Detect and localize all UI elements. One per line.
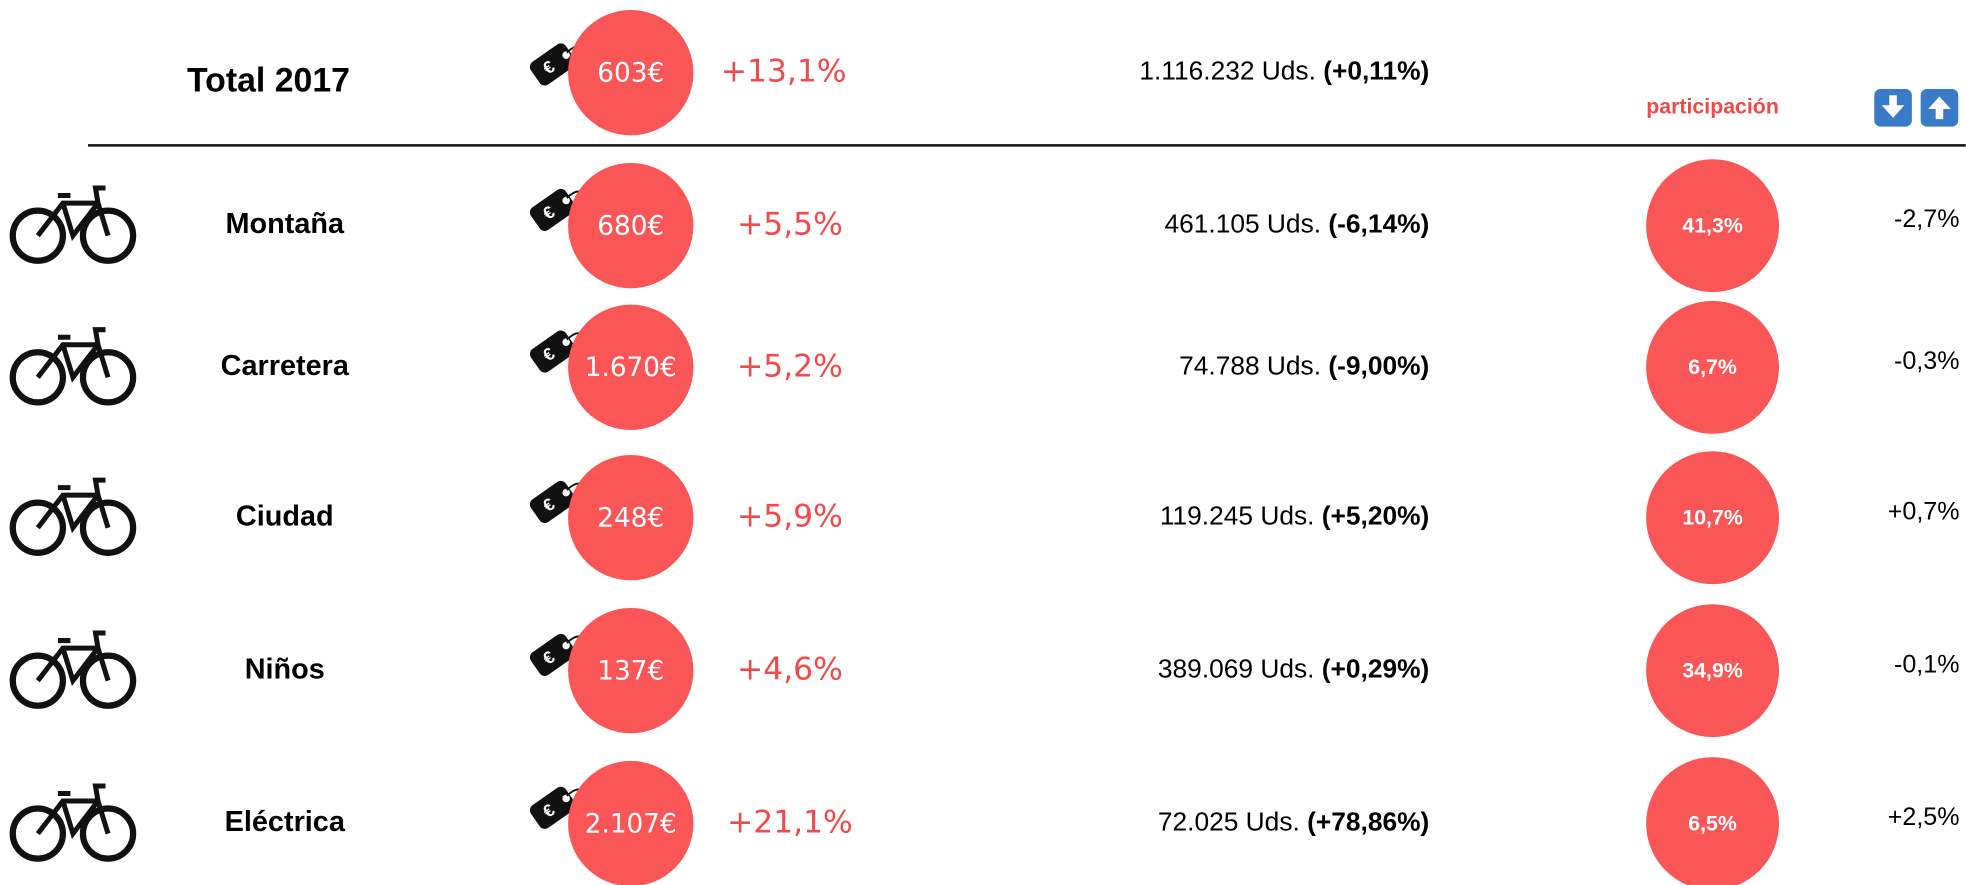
units-text: 74.788 Uds. (-9,00%) [1179, 350, 1429, 380]
units: 1.116.232 Uds. [1139, 56, 1316, 86]
units-text: 119.245 Uds. (+5,20%) [1160, 501, 1429, 531]
price-circle [568, 162, 694, 289]
share: 6,7% [1688, 355, 1737, 379]
price-change: +21,1% [727, 805, 853, 841]
units: 119.245 Uds. [1160, 501, 1315, 531]
price-circle [568, 10, 694, 136]
units-change: (-9,00%) [1328, 350, 1429, 380]
units-change: (-6,14%) [1328, 209, 1429, 239]
category-name: Eléctrica [225, 806, 346, 838]
price-change: +5,9% [737, 499, 843, 535]
share-change: +0,7% [1888, 497, 1960, 525]
price: 1.670€ [585, 353, 677, 383]
units-change: (+5,20%) [1322, 501, 1430, 531]
share-circle [1646, 604, 1779, 738]
share-change: +2,5% [1888, 803, 1960, 831]
total-price-change: +13,1% [721, 54, 847, 90]
units-text: 72.025 Uds. (+78,86%) [1158, 807, 1429, 837]
category-name: Montaña [226, 208, 345, 240]
share: 34,9% [1682, 659, 1742, 683]
share-circle [1646, 757, 1779, 885]
price-circle [568, 304, 694, 430]
units-change: (+0,29%) [1322, 654, 1430, 684]
price-circle [568, 455, 694, 581]
share-change: -0,3% [1894, 347, 1959, 375]
price-change: +4,6% [737, 652, 843, 688]
price: 137€ [597, 656, 664, 686]
bike-icon [13, 330, 133, 403]
units-text: 389.069 Uds. (+0,29%) [1158, 654, 1429, 684]
bike-icon [13, 480, 133, 553]
share-label: participación [1646, 94, 1779, 118]
share: 10,7% [1682, 506, 1742, 530]
total-price: 603€ [597, 58, 664, 88]
category-name: Niños [245, 653, 325, 685]
total-units: 1.116.232 Uds. (+0,11%) [1139, 56, 1429, 86]
share-circle [1646, 159, 1779, 293]
price-change: +5,2% [737, 348, 843, 384]
units: 74.788 Uds. [1179, 350, 1321, 380]
units-text: 461.105 Uds. (-6,14%) [1165, 209, 1430, 239]
share-circle [1646, 451, 1779, 585]
bike-icon [13, 786, 133, 859]
units-change: (+0,11%) [1323, 56, 1429, 86]
price-change: +5,5% [737, 207, 843, 243]
category-name: Ciudad [236, 500, 334, 532]
bike-icon [13, 633, 133, 706]
price: 680€ [597, 211, 664, 241]
units: 72.025 Uds. [1158, 807, 1300, 837]
share-circle [1646, 300, 1779, 434]
share-change: -0,1% [1894, 650, 1959, 678]
price-circle [568, 607, 694, 734]
sort-buttons[interactable] [1874, 89, 1959, 127]
units: 461.105 Uds. [1165, 209, 1322, 239]
price-circle [568, 760, 694, 885]
share-change: -2,7% [1894, 205, 1959, 233]
total-title: Total 2017 [187, 62, 350, 100]
share: 6,5% [1688, 811, 1737, 835]
units-change: (+78,86%) [1307, 807, 1429, 837]
price: 2.107€ [585, 809, 677, 839]
share: 41,3% [1682, 214, 1742, 238]
units: 389.069 Uds. [1158, 654, 1315, 684]
price: 248€ [597, 503, 664, 533]
category-name: Carretera [221, 350, 350, 382]
bike-icon [13, 188, 133, 261]
